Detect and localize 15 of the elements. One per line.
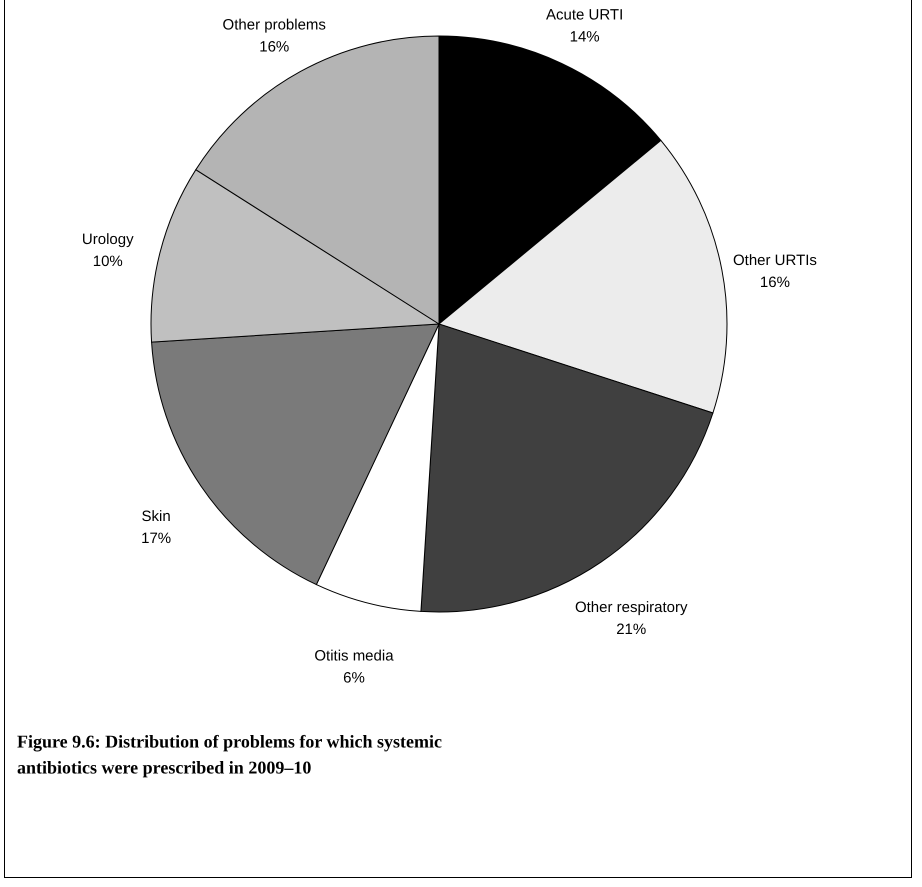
slice-label: Acute URTI xyxy=(546,6,624,24)
text: Figure 9.6: Distribution of problems for which systemic antibiotics were prescribed in 2009–10 xyxy=(17,731,442,778)
data-label: 14% xyxy=(570,28,600,46)
data-label: 10% xyxy=(92,252,123,270)
data-label: 16% xyxy=(259,38,290,56)
data-label: 16% xyxy=(760,274,790,291)
slice-label: Skin xyxy=(142,508,171,526)
data-label: 17% xyxy=(141,530,172,548)
slice-label: Other respiratory xyxy=(574,598,688,616)
slice-label: Otitis media xyxy=(314,647,394,664)
slice-label: Urology xyxy=(82,230,134,248)
slice-label: Other URTIs xyxy=(732,252,817,269)
slice-label: Other problems xyxy=(222,16,326,34)
data-label: 6% xyxy=(343,669,365,686)
data-label: 21% xyxy=(616,620,646,638)
